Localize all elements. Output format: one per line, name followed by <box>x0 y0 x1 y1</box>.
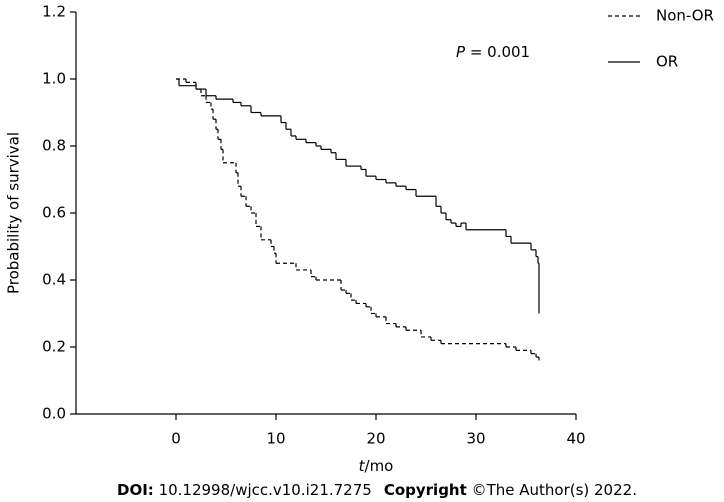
y-axis-label: Probability of survival <box>5 132 23 294</box>
y-tick-label: 0.4 <box>42 271 66 289</box>
x-axis-unit: /mo <box>365 457 394 475</box>
x-tick-label: 30 <box>466 430 485 448</box>
annotation-symbol: P <box>456 43 466 61</box>
annotation: P = 0.001 <box>456 43 530 61</box>
x-axis-symbol: t <box>359 457 366 475</box>
y-tick-label: 1.2 <box>42 3 66 21</box>
legend-label: Non-OR <box>656 7 714 25</box>
footer: DOI: 10.12998/wjcc.v10.i21.7275 Copyright… <box>117 481 637 499</box>
y-tick-label: 0.0 <box>42 405 66 423</box>
y-tick-label: 1.0 <box>42 70 66 88</box>
y-tick-label: 0.2 <box>42 338 66 356</box>
x-axis-label: t/mo <box>359 457 394 475</box>
x-tick-label: 40 <box>566 430 585 448</box>
doi-label: DOI: <box>117 481 154 499</box>
x-tick-label: 0 <box>171 430 181 448</box>
y-tick-label: 0.8 <box>42 137 66 155</box>
x-tick-label: 10 <box>266 430 285 448</box>
x-tick-label: 20 <box>366 430 385 448</box>
annotation-text: = 0.001 <box>465 43 530 61</box>
y-tick-label: 0.6 <box>42 204 66 222</box>
doi: 10.12998/wjcc.v10.i21.7275 <box>154 481 372 499</box>
copyright-label: Copyright <box>384 481 467 499</box>
copyright: ©The Author(s) 2022. <box>467 481 637 499</box>
legend-label: OR <box>656 53 678 71</box>
